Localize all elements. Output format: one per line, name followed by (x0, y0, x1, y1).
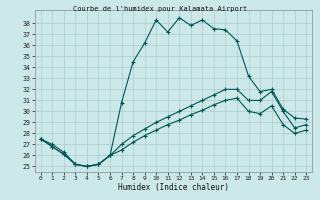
X-axis label: Humidex (Indice chaleur): Humidex (Indice chaleur) (118, 183, 229, 192)
Text: Courbe de l'humidex pour Kalamata Airport: Courbe de l'humidex pour Kalamata Airpor… (73, 6, 247, 12)
